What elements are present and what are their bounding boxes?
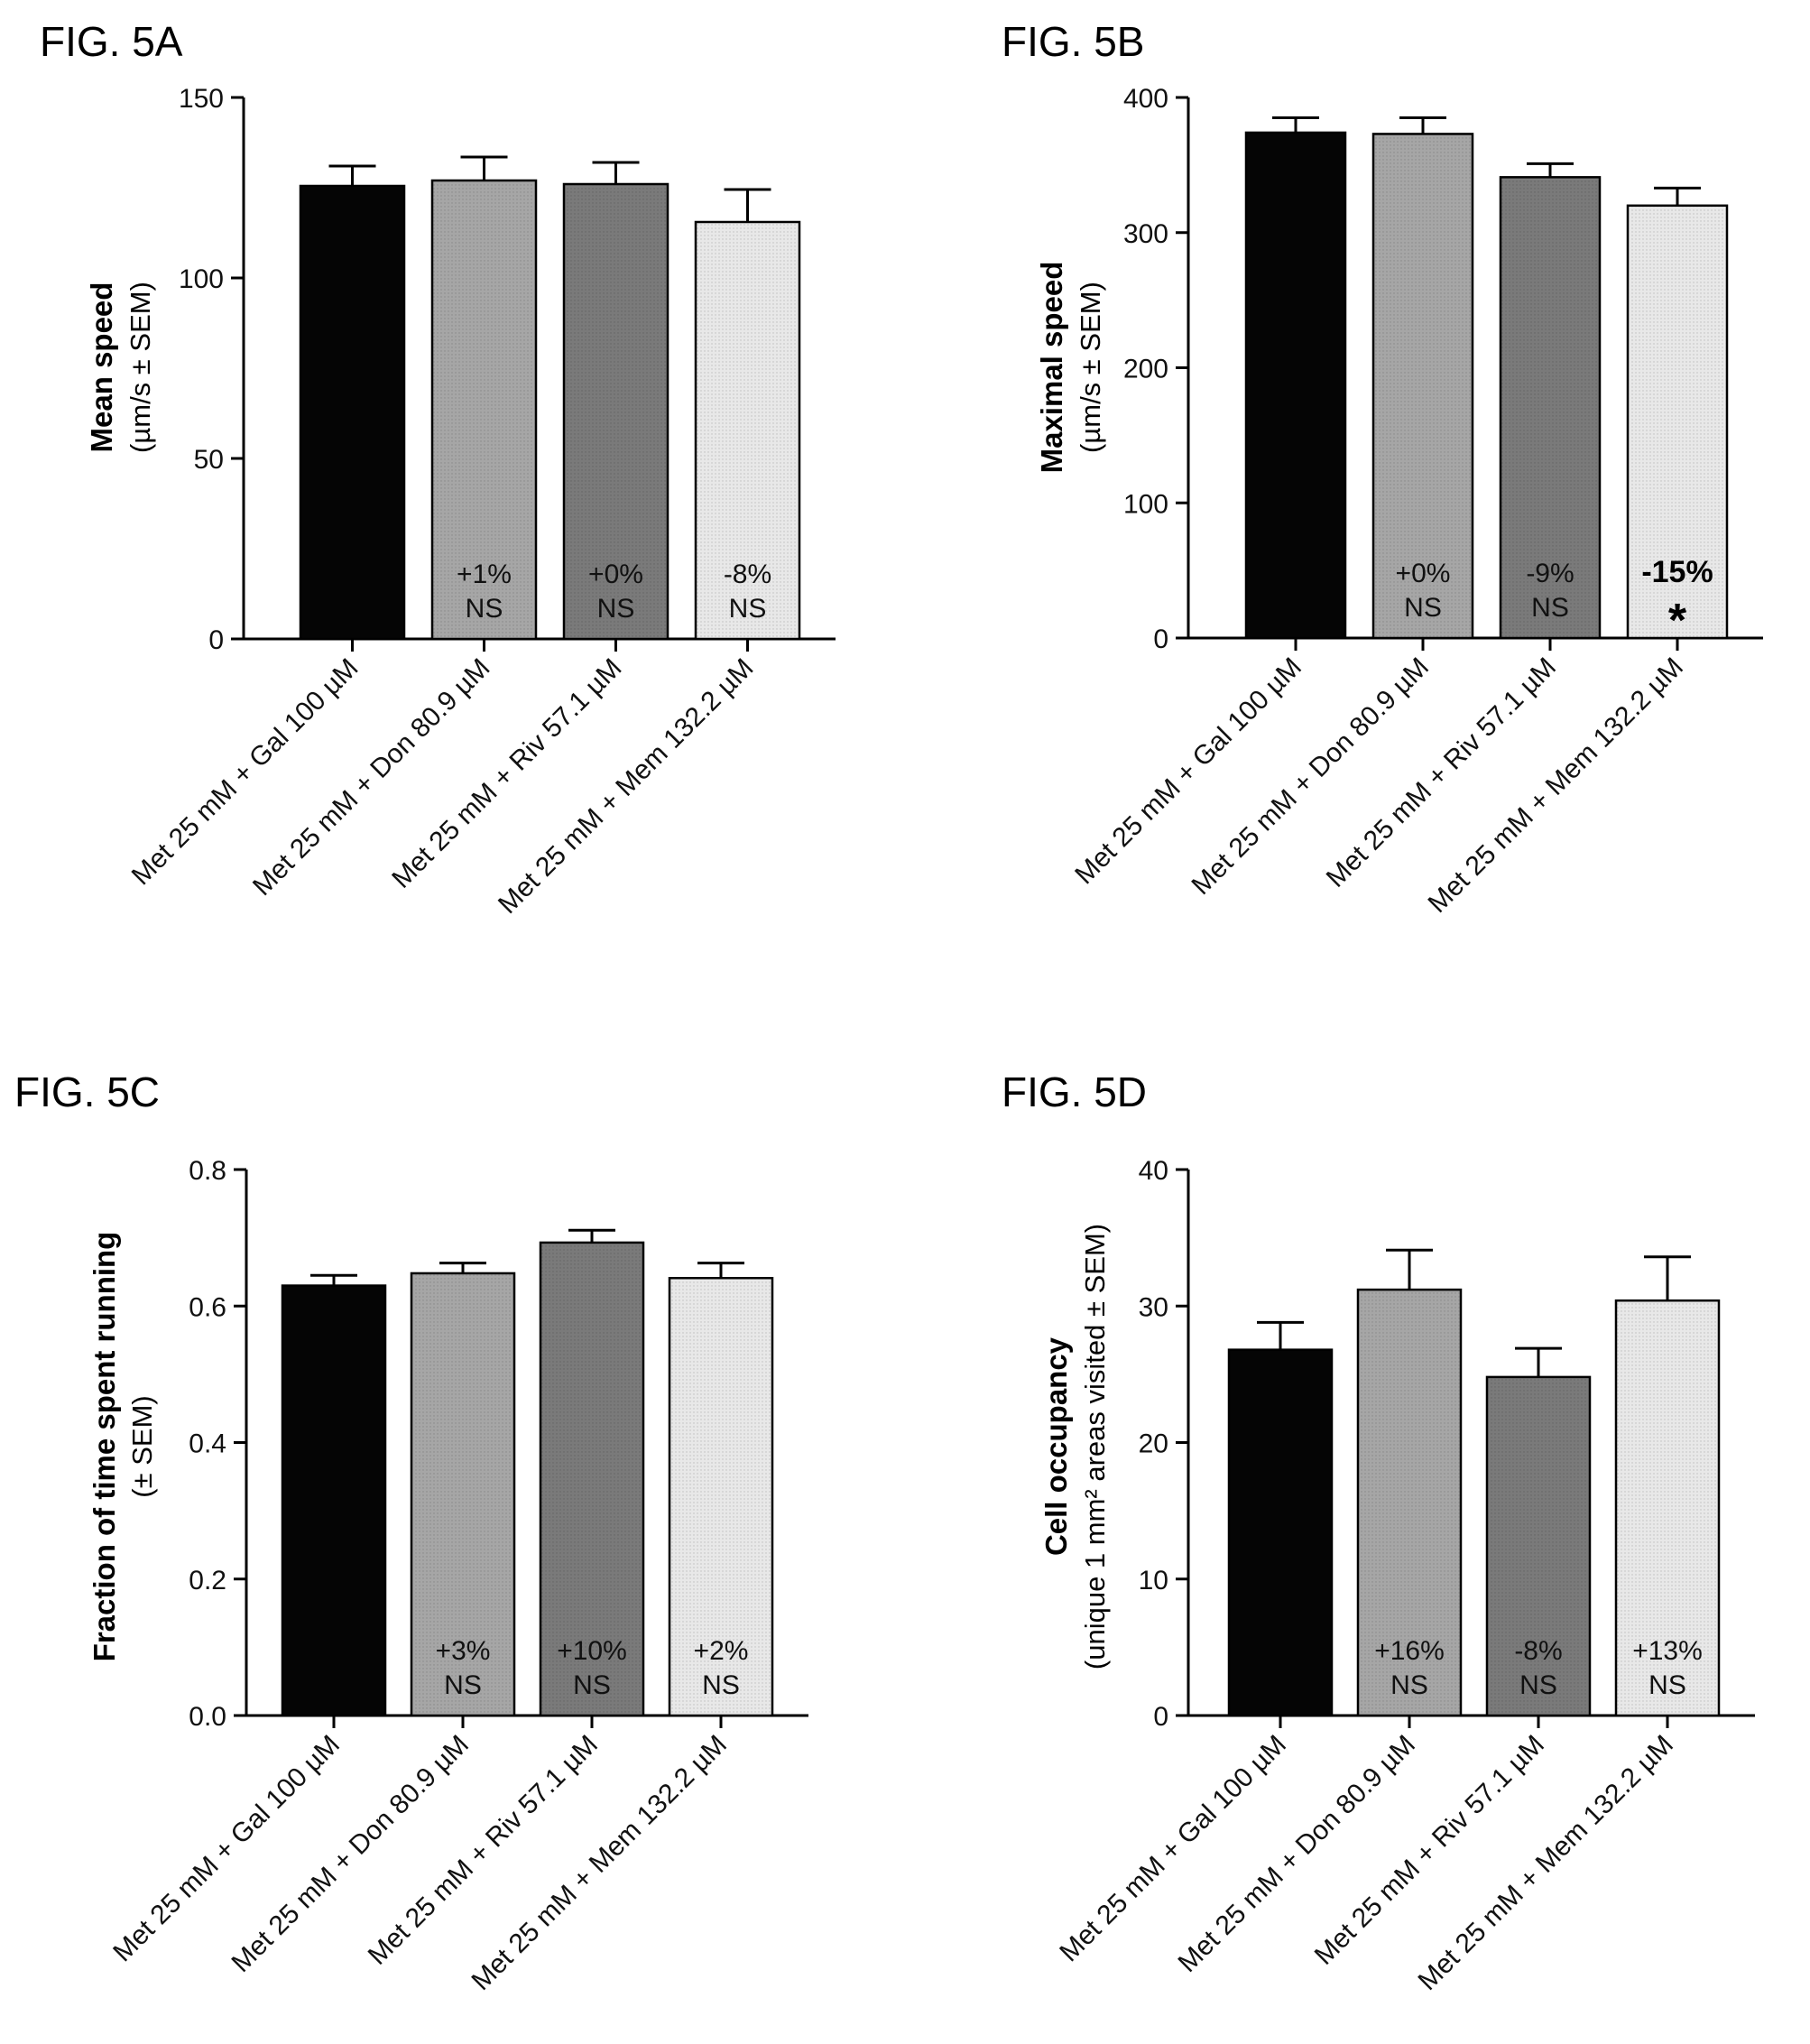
- panel-5b-category-label-3: Met 25 mM + Riv 57.1 µM: [1321, 652, 1562, 893]
- panel-5d: FIG. 5D Cell occupancy (unique 1 mm² are…: [1002, 1068, 1755, 1996]
- panel-5b-category-label-4: Met 25 mM + Mem 132.2 µM: [1422, 652, 1689, 920]
- panel-5a-figure-label: FIG. 5A: [40, 18, 183, 65]
- panel-5c-ytick-label: 0.2: [189, 1566, 226, 1595]
- panel-5b-bar-texture-4: [1629, 207, 1726, 637]
- panel-5d-bar-texture-2: [1359, 1290, 1460, 1715]
- panel-5d-bar-texture-3: [1488, 1378, 1589, 1715]
- panel-5a-bar-texture-2: [433, 181, 535, 638]
- panel-5d-figure-label: FIG. 5D: [1002, 1068, 1147, 1115]
- panel-5d-annotation-significance-4: NS: [1648, 1670, 1686, 1700]
- panel-5c-bar-texture-4: [670, 1279, 771, 1715]
- panel-5a-bar-texture-4: [697, 223, 799, 638]
- panel-5a-ytick-label: 50: [194, 445, 224, 475]
- panel-5d-category-label-4: Met 25 mM + Mem 132.2 µM: [1412, 1730, 1679, 1997]
- panel-5d-ytick-label: 30: [1139, 1292, 1168, 1322]
- panel-5c-category-label-4: Met 25 mM + Mem 132.2 µM: [466, 1730, 733, 1997]
- panel-5c-category-label-3: Met 25 mM + Riv 57.1 µM: [363, 1730, 604, 1971]
- panel-5a-ytick-label: 150: [179, 84, 224, 114]
- panel-5d-ytick-label: 40: [1139, 1156, 1168, 1186]
- panel-5b-ylabel-main: Maximal speed: [1035, 262, 1068, 474]
- panel-5b-category-label-1: Met 25 mM + Gal 100 µM: [1069, 652, 1307, 891]
- panel-5b-bar-1: [1244, 131, 1347, 640]
- panel-5b-annotation-significance-4: *: [1668, 595, 1687, 647]
- panel-5b-figure-label: FIG. 5B: [1002, 18, 1144, 65]
- panel-5d-ytick-label: 0: [1153, 1702, 1168, 1732]
- panel-5b-annotation-change-4: -15%: [1641, 555, 1713, 589]
- panel-5b-ytick-label: 400: [1123, 84, 1168, 114]
- panel-5a-category-label-2: Met 25 mM + Don 80.9 µM: [247, 653, 495, 902]
- panel-5c-bar-texture-3: [541, 1244, 642, 1715]
- panel-5c-category-label-1: Met 25 mM + Gal 100 µM: [107, 1730, 346, 1968]
- panel-5b-ylabel-sub: (µm/s ± SEM): [1075, 282, 1106, 453]
- panel-5b-annotation-change-2: +0%: [1396, 559, 1451, 588]
- panel-5a-ytick-label: 100: [179, 264, 224, 294]
- panel-5c-ytick-label: 0.6: [189, 1292, 226, 1322]
- panel-5c-ytick-label: 0.0: [189, 1702, 226, 1732]
- panel-5c-bar-1: [281, 1284, 387, 1717]
- panel-5b-bar-texture-2: [1374, 134, 1472, 637]
- panel-5c: FIG. 5C Fraction of time spent running (…: [14, 1068, 808, 1996]
- panel-5c-ylabel-main: Fraction of time spent running: [88, 1232, 121, 1662]
- panel-5d-ylabel-main: Cell occupancy: [1039, 1336, 1073, 1556]
- panel-5b-ytick-label: 200: [1123, 355, 1168, 384]
- panel-5b-ytick-label: 0: [1153, 624, 1168, 654]
- panel-5a-category-label-4: Met 25 mM + Mem 132.2 µM: [493, 653, 760, 920]
- panel-5a-ytick-label: 0: [208, 625, 224, 655]
- panel-5b-bar-texture-3: [1501, 178, 1599, 637]
- panel-5b-ytick-label: 100: [1123, 489, 1168, 519]
- panel-5c-annotation-change-4: +2%: [694, 1636, 749, 1666]
- panel-5d-ytick-label: 10: [1139, 1566, 1168, 1595]
- panel-5c-annotation-change-3: +10%: [557, 1636, 627, 1666]
- panel-5a-ylabel-sub: (µm/s ± SEM): [125, 282, 156, 453]
- panel-5d-category-label-2: Met 25 mM + Don 80.9 µM: [1172, 1730, 1420, 1978]
- panel-5c-annotation-change-2: +3%: [436, 1636, 491, 1666]
- panel-5a: FIG. 5A Mean speed (µm/s ± SEM) 0 50 100 15…: [40, 18, 836, 920]
- panel-5a-annotation-change-3: +0%: [588, 560, 643, 589]
- panel-5d-annotation-significance-3: NS: [1519, 1670, 1557, 1700]
- panel-5c-annotation-significance-2: NS: [444, 1670, 482, 1700]
- panel-5c-figure-label: FIG. 5C: [14, 1068, 160, 1115]
- panel-5d-annotation-change-2: +16%: [1374, 1636, 1445, 1666]
- panel-5b-annotation-significance-3: NS: [1531, 593, 1569, 623]
- panel-5d-ylabel-sub: (unique 1 mm² areas visited ± SEM): [1079, 1224, 1111, 1669]
- panel-5a-annotation-significance-3: NS: [597, 594, 635, 624]
- panel-5b-ytick-label: 300: [1123, 219, 1168, 249]
- panel-5b-annotation-change-3: -9%: [1526, 559, 1574, 588]
- panel-5c-bar-texture-2: [412, 1274, 513, 1715]
- panel-5a-annotation-change-4: -8%: [724, 560, 771, 589]
- panel-5d-annotation-change-4: +13%: [1632, 1636, 1703, 1666]
- panel-5d-annotation-significance-2: NS: [1390, 1670, 1428, 1700]
- panel-5d-category-label-1: Met 25 mM + Gal 100 µM: [1054, 1730, 1292, 1968]
- panel-5c-category-label-2: Met 25 mM + Don 80.9 µM: [226, 1730, 474, 1978]
- panel-5c-annotation-significance-3: NS: [573, 1670, 611, 1700]
- panel-5d-annotation-change-3: -8%: [1514, 1636, 1562, 1666]
- panel-5a-annotation-significance-4: NS: [729, 594, 767, 624]
- panel-5d-ytick-label: 20: [1139, 1429, 1168, 1459]
- panel-5c-ytick-label: 0.8: [189, 1156, 226, 1186]
- panel-5c-ylabel-sub: (± SEM): [126, 1395, 158, 1497]
- panel-5a-category-label-3: Met 25 mM + Riv 57.1 µM: [386, 653, 627, 894]
- panel-5a-ylabel-main: Mean speed: [85, 282, 118, 453]
- panel-5a-category-label-1: Met 25 mM + Gal 100 µM: [126, 653, 365, 892]
- panel-5a-annotation-change-2: +1%: [457, 560, 512, 589]
- panel-5b: FIG. 5B Maximal speed (µm/s ± SEM) 0 100 2…: [1002, 18, 1763, 919]
- panel-5d-category-label-3: Met 25 mM + Riv 57.1 µM: [1309, 1730, 1550, 1971]
- panel-5a-bar-texture-3: [565, 185, 667, 638]
- panel-5b-category-label-2: Met 25 mM + Don 80.9 µM: [1186, 652, 1434, 901]
- panel-5d-bar-1: [1227, 1348, 1334, 1717]
- panel-5a-annotation-significance-2: NS: [466, 594, 503, 624]
- panel-5d-bar-texture-4: [1617, 1301, 1718, 1715]
- panel-5b-annotation-significance-2: NS: [1404, 593, 1442, 623]
- panel-5c-ytick-label: 0.4: [189, 1429, 226, 1459]
- panel-5c-annotation-significance-4: NS: [702, 1670, 740, 1700]
- panel-5a-bar-1: [299, 184, 406, 641]
